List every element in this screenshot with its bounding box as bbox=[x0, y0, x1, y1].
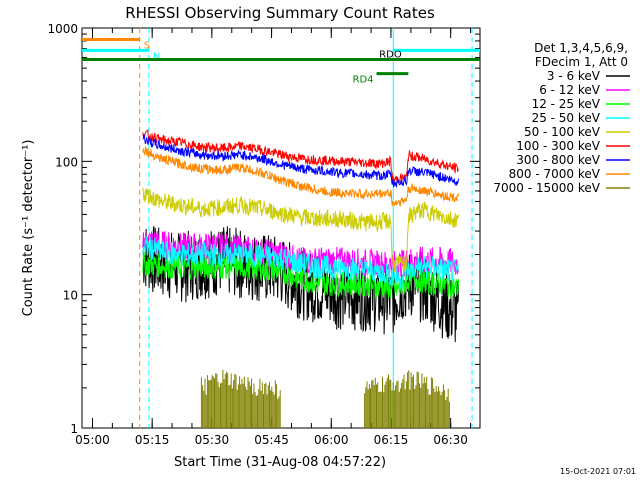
series-trace-6 bbox=[142, 134, 460, 188]
chart-title: RHESSI Observing Summary Count Rates bbox=[125, 4, 435, 22]
state-bar-label-0: S bbox=[144, 40, 150, 51]
series-4 bbox=[142, 187, 460, 273]
legend-label-4: 50 - 100 keV bbox=[524, 125, 601, 139]
annotation-0: RDO bbox=[379, 50, 402, 61]
y-tick-label-3: 1000 bbox=[47, 22, 78, 36]
legend-header-line-2: FDecim 1, Att 0 bbox=[535, 55, 628, 69]
series-3 bbox=[142, 236, 460, 291]
y-tick-label-0: 1 bbox=[70, 422, 78, 436]
x-tick-label-1: 05:15 bbox=[135, 433, 170, 447]
y-tick-label-2: 100 bbox=[55, 155, 78, 169]
x-axis-title: Start Time (31-Aug-08 04:57:22) bbox=[174, 455, 386, 470]
x-tick-label-3: 05:45 bbox=[254, 433, 289, 447]
series-trace-4 bbox=[142, 187, 460, 273]
legend-label-3: 25 - 50 keV bbox=[532, 111, 601, 125]
series-trace-7 bbox=[142, 145, 460, 207]
plot-frame bbox=[81, 27, 481, 429]
series-trace-8 bbox=[200, 369, 450, 428]
x-tick-label-5: 06:15 bbox=[374, 433, 409, 447]
state-bar-label-1: N bbox=[153, 51, 160, 62]
series-trace-3 bbox=[142, 236, 460, 291]
legend-header-line-1: Det 1,3,4,5,6,9, bbox=[534, 41, 628, 55]
legend-label-5: 100 - 300 keV bbox=[516, 139, 600, 153]
series-8 bbox=[200, 369, 450, 428]
x-tick-label-6: 06:30 bbox=[433, 433, 468, 447]
y-axis-title: Count Rate (s⁻¹ detector⁻¹) bbox=[21, 140, 36, 317]
plot-area: SN RD4 RDO bbox=[81, 27, 481, 429]
x-tick-label-0: 05:00 bbox=[75, 433, 110, 447]
timestamp: 15-Oct-2021 07:01 bbox=[560, 467, 636, 476]
series-trace-5 bbox=[142, 128, 459, 184]
legend-label-6: 300 - 800 keV bbox=[516, 153, 600, 167]
state-bar-label-4: RD4 bbox=[353, 75, 374, 86]
series-7 bbox=[142, 145, 460, 207]
x-tick-label-4: 06:00 bbox=[314, 433, 349, 447]
legend-label-8: 7000 - 15000 keV bbox=[493, 181, 600, 195]
legend-label-1: 6 - 12 keV bbox=[539, 83, 601, 97]
legend-label-0: 3 - 6 keV bbox=[547, 69, 601, 83]
series-5 bbox=[142, 128, 459, 184]
legend: Det 1,3,4,5,6,9, FDecim 1, Att 0 3 - 6 k… bbox=[493, 41, 630, 195]
x-tick-label-2: 05:30 bbox=[195, 433, 230, 447]
y-tick-label-1: 10 bbox=[63, 289, 78, 303]
legend-label-7: 800 - 7000 keV bbox=[509, 167, 601, 181]
legend-label-2: 12 - 25 keV bbox=[532, 97, 601, 111]
series-6 bbox=[142, 134, 460, 188]
